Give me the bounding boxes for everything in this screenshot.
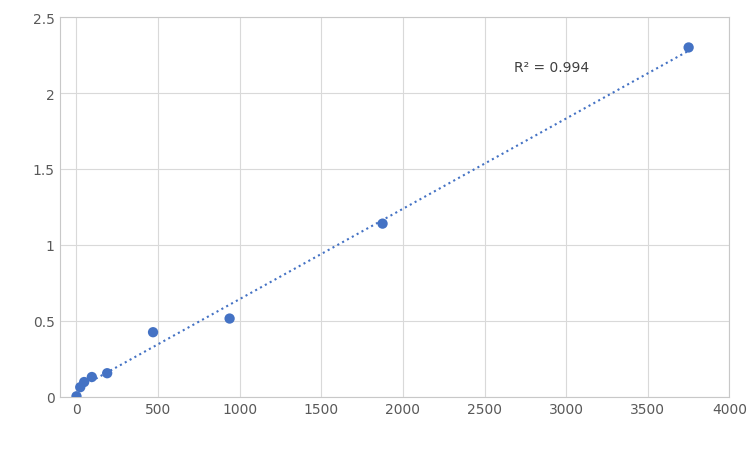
Point xyxy=(147,329,159,336)
Point xyxy=(78,378,90,386)
Point xyxy=(683,45,695,52)
Point xyxy=(71,393,83,400)
Point xyxy=(223,315,235,322)
Text: R² = 0.994: R² = 0.994 xyxy=(514,61,589,75)
Point xyxy=(74,384,86,391)
Point xyxy=(102,370,114,377)
Point xyxy=(377,221,389,228)
Point xyxy=(86,373,98,381)
